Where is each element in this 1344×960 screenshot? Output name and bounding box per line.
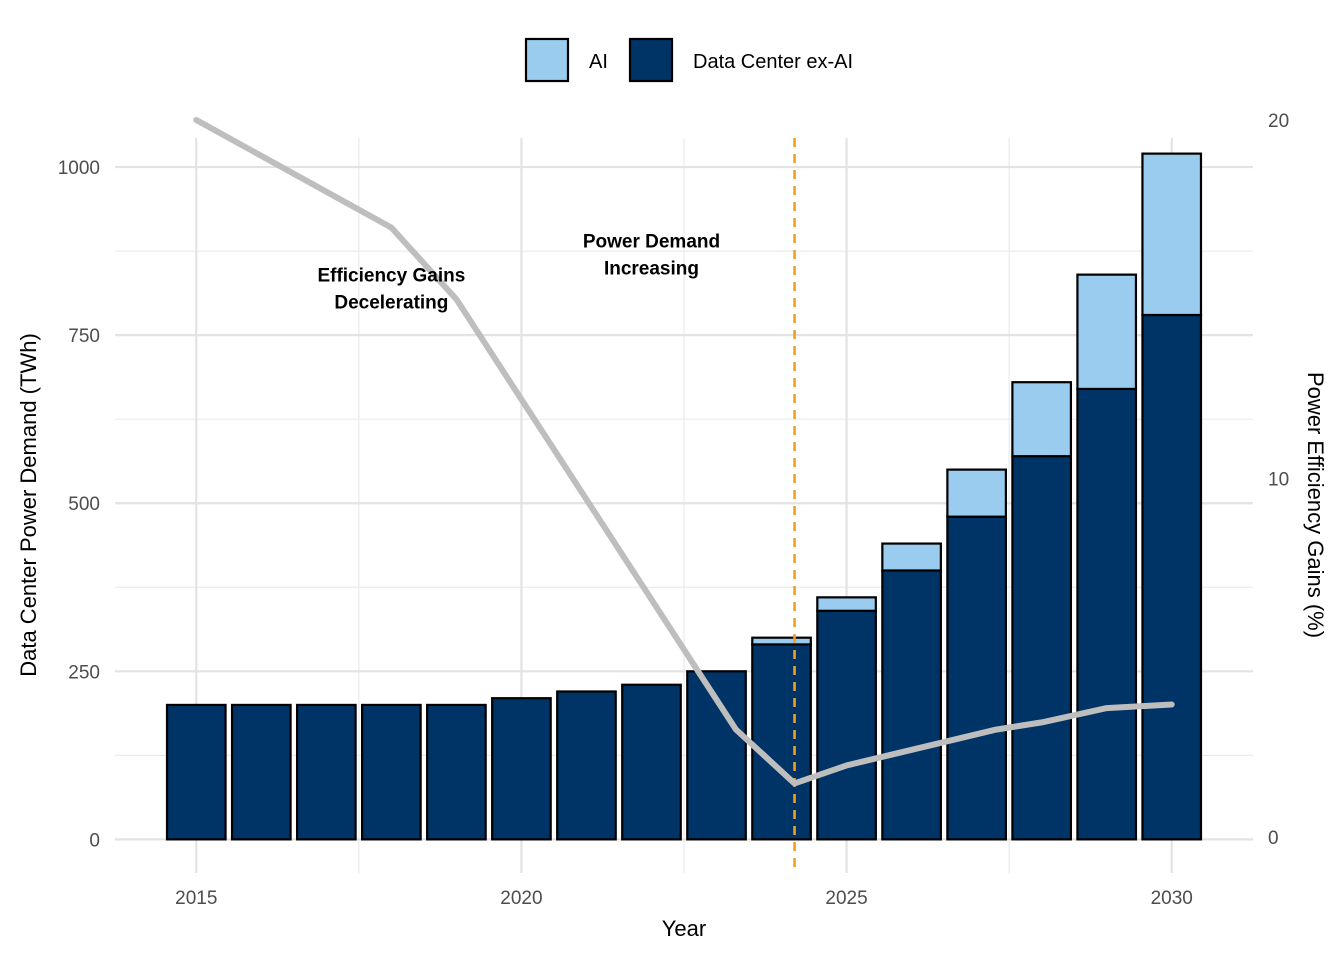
bar-data-center-ex-ai: [621, 683, 682, 841]
legend-label: Data Center ex-AI: [693, 51, 853, 73]
y-tick-label: 750: [68, 326, 100, 347]
bar-ai: [1076, 273, 1138, 391]
y2-tick-label: 10: [1268, 470, 1289, 491]
y-axis-title: Data Center Power Demand (TWh): [16, 333, 41, 677]
bar-data-center-ex-ai: [1076, 387, 1138, 841]
legend-label: AI: [589, 51, 608, 73]
bar-data-center-ex-ai: [1011, 455, 1073, 841]
y-tick-label: 1000: [58, 158, 100, 179]
bar-ai: [1141, 152, 1203, 317]
y2-tick-label: 20: [1268, 111, 1289, 132]
bar-ai: [1011, 381, 1073, 458]
annotation-text: Decelerating: [334, 292, 448, 313]
x-tick-label: 2020: [500, 888, 542, 909]
x-tick-label: 2015: [175, 888, 217, 909]
y-tick-label: 0: [89, 830, 100, 851]
bar-data-center-ex-ai: [426, 703, 487, 841]
annotation-text: Power Demand: [583, 232, 720, 253]
bar-data-center-ex-ai: [165, 703, 227, 841]
efficiency-gains-line: [193, 117, 1175, 787]
annotation-text: Efficiency Gains: [317, 265, 465, 286]
legend-swatch: [524, 37, 570, 83]
y2-tick-label: 0: [1268, 828, 1279, 849]
y2-axis-title: Power Efficiency Gains (%): [1303, 372, 1328, 638]
bars: [165, 152, 1203, 841]
x-tick-label: 2025: [825, 888, 867, 909]
efficiency-line: [193, 117, 1175, 787]
bar-ai: [881, 542, 942, 572]
x-axis-title: Year: [662, 916, 706, 941]
bar-ai: [946, 468, 1007, 518]
bar-data-center-ex-ai: [230, 703, 292, 841]
bar-data-center-ex-ai: [1141, 313, 1203, 841]
bar-data-center-ex-ai: [751, 643, 812, 841]
legend: AI Data Center ex-AI: [524, 37, 853, 83]
annotations: Efficiency Gains Decelerating Power Demand…: [317, 232, 720, 314]
bar-data-center-ex-ai: [361, 703, 422, 841]
bar-data-center-ex-ai: [295, 703, 357, 841]
y-tick-label: 500: [68, 494, 100, 515]
bar-ai: [751, 636, 812, 646]
y-tick-label: 250: [68, 662, 100, 683]
axes: 2015 2020 2025 2030 0 250 500 750 1000 0 10 20: [58, 111, 1289, 909]
legend-swatch: [628, 37, 674, 83]
annotation-text: Increasing: [604, 259, 699, 280]
bar-data-center-ex-ai: [556, 690, 617, 841]
bar-data-center-ex-ai: [816, 609, 877, 841]
bar-data-center-ex-ai: [491, 697, 552, 841]
bar-data-center-ex-ai: [881, 569, 942, 841]
bar-ai: [816, 596, 877, 612]
bar-data-center-ex-ai: [946, 515, 1007, 841]
x-tick-label: 2030: [1151, 888, 1193, 909]
